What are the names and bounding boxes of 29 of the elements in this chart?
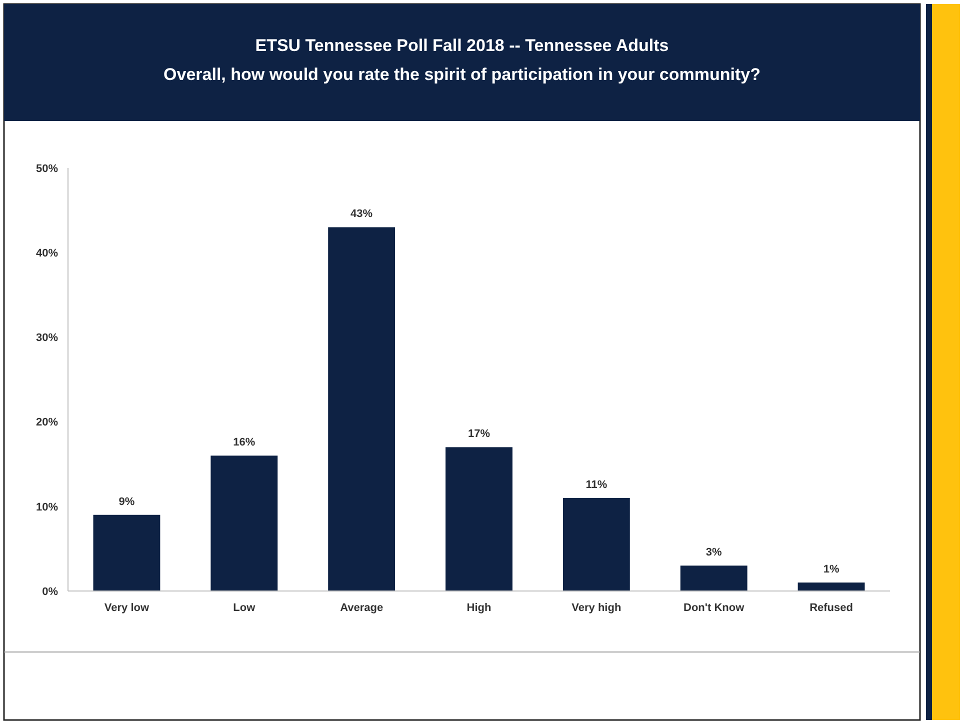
bar [798, 582, 865, 591]
chart-subtitle: Overall, how would you rate the spirit of participation in your community? [164, 65, 760, 84]
bar [93, 514, 160, 591]
bar [680, 566, 748, 591]
x-tick-label: Very low [104, 602, 150, 614]
y-tick-label: 30% [36, 332, 58, 344]
x-tick-label: Don't Know [684, 602, 745, 614]
y-tick-label: 10% [36, 501, 58, 514]
y-tick-label: 0% [42, 586, 58, 598]
x-tick-label: Average [340, 602, 384, 614]
bar [328, 227, 396, 591]
y-tick-label: 40% [36, 247, 58, 260]
data-label: 43% [350, 208, 373, 220]
x-tick-label: Low [233, 602, 256, 614]
y-tick-label: 20% [36, 416, 58, 429]
x-tick-label: High [466, 602, 492, 614]
data-label: 16% [233, 436, 256, 449]
data-label: 1% [823, 564, 840, 576]
y-tick-label: 50% [36, 162, 58, 175]
bar [210, 456, 278, 591]
bar [446, 447, 512, 591]
data-label: 9% [118, 496, 135, 508]
bar [562, 498, 630, 591]
data-label: 17% [468, 428, 490, 440]
data-label: 11% [586, 478, 608, 491]
x-tick-label: Refused [810, 602, 853, 614]
chart-title: ETSU Tennessee Poll Fall 2018 -- Tennessee Adults [255, 36, 669, 55]
x-tick-label: Very high [572, 602, 622, 614]
data-label: 3% [706, 546, 722, 559]
